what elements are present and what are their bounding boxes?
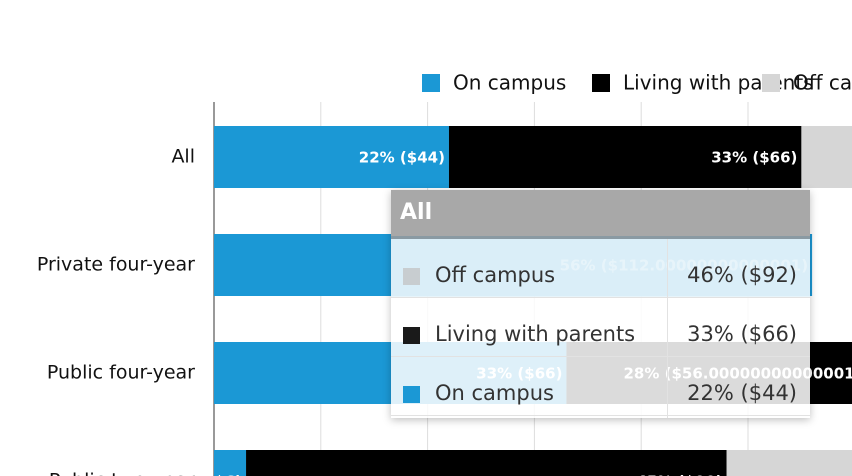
- value-label: 22% ($44): [359, 149, 445, 167]
- bar-segment: [726, 450, 852, 476]
- tooltip-series-name: On campus: [435, 381, 554, 405]
- legend-label: Living with parents: [623, 71, 814, 95]
- tooltip-title: All: [391, 190, 810, 239]
- tooltip-value: 22% ($44): [687, 381, 797, 405]
- bar-segment: [214, 126, 449, 188]
- tooltip-swatch: [403, 386, 420, 403]
- bar-segment: [801, 126, 852, 188]
- tooltip-value: 33% ($66): [687, 322, 797, 346]
- tooltip-series-name: Living with parents: [435, 322, 636, 346]
- legend-swatch: [592, 74, 610, 92]
- legend-swatch: [762, 74, 780, 92]
- value-label: 45% ($90): [636, 473, 722, 476]
- tooltip-divider: [667, 239, 668, 418]
- bar-segment: [214, 450, 247, 476]
- category-label: All: [171, 146, 195, 168]
- category-label: Public four-year: [47, 362, 195, 384]
- tooltip-swatch: [403, 268, 420, 285]
- tooltip-row: Off campus 46% ($92): [391, 239, 810, 298]
- category-label: Public two-year: [49, 470, 195, 476]
- bar-segment: [448, 126, 802, 188]
- tooltip-value: 46% ($92): [687, 263, 797, 287]
- bar-segment: [246, 450, 727, 476]
- value-label: 3% ($6): [177, 473, 242, 476]
- category-label: Private four-year: [37, 254, 195, 276]
- legend-label: On campus: [453, 71, 566, 95]
- tooltip-swatch: [403, 327, 420, 344]
- tooltip: All Off campus 46% ($92) Living with parent…: [391, 190, 810, 418]
- legend-swatch: [422, 74, 440, 92]
- legend-label: Off campus: [793, 71, 852, 95]
- tooltip-row: On campus 22% ($44): [391, 357, 810, 416]
- value-label: 33% ($66): [711, 149, 797, 167]
- tooltip-row: Living with parents 33% ($66): [391, 298, 810, 357]
- tooltip-series-name: Off campus: [435, 263, 556, 287]
